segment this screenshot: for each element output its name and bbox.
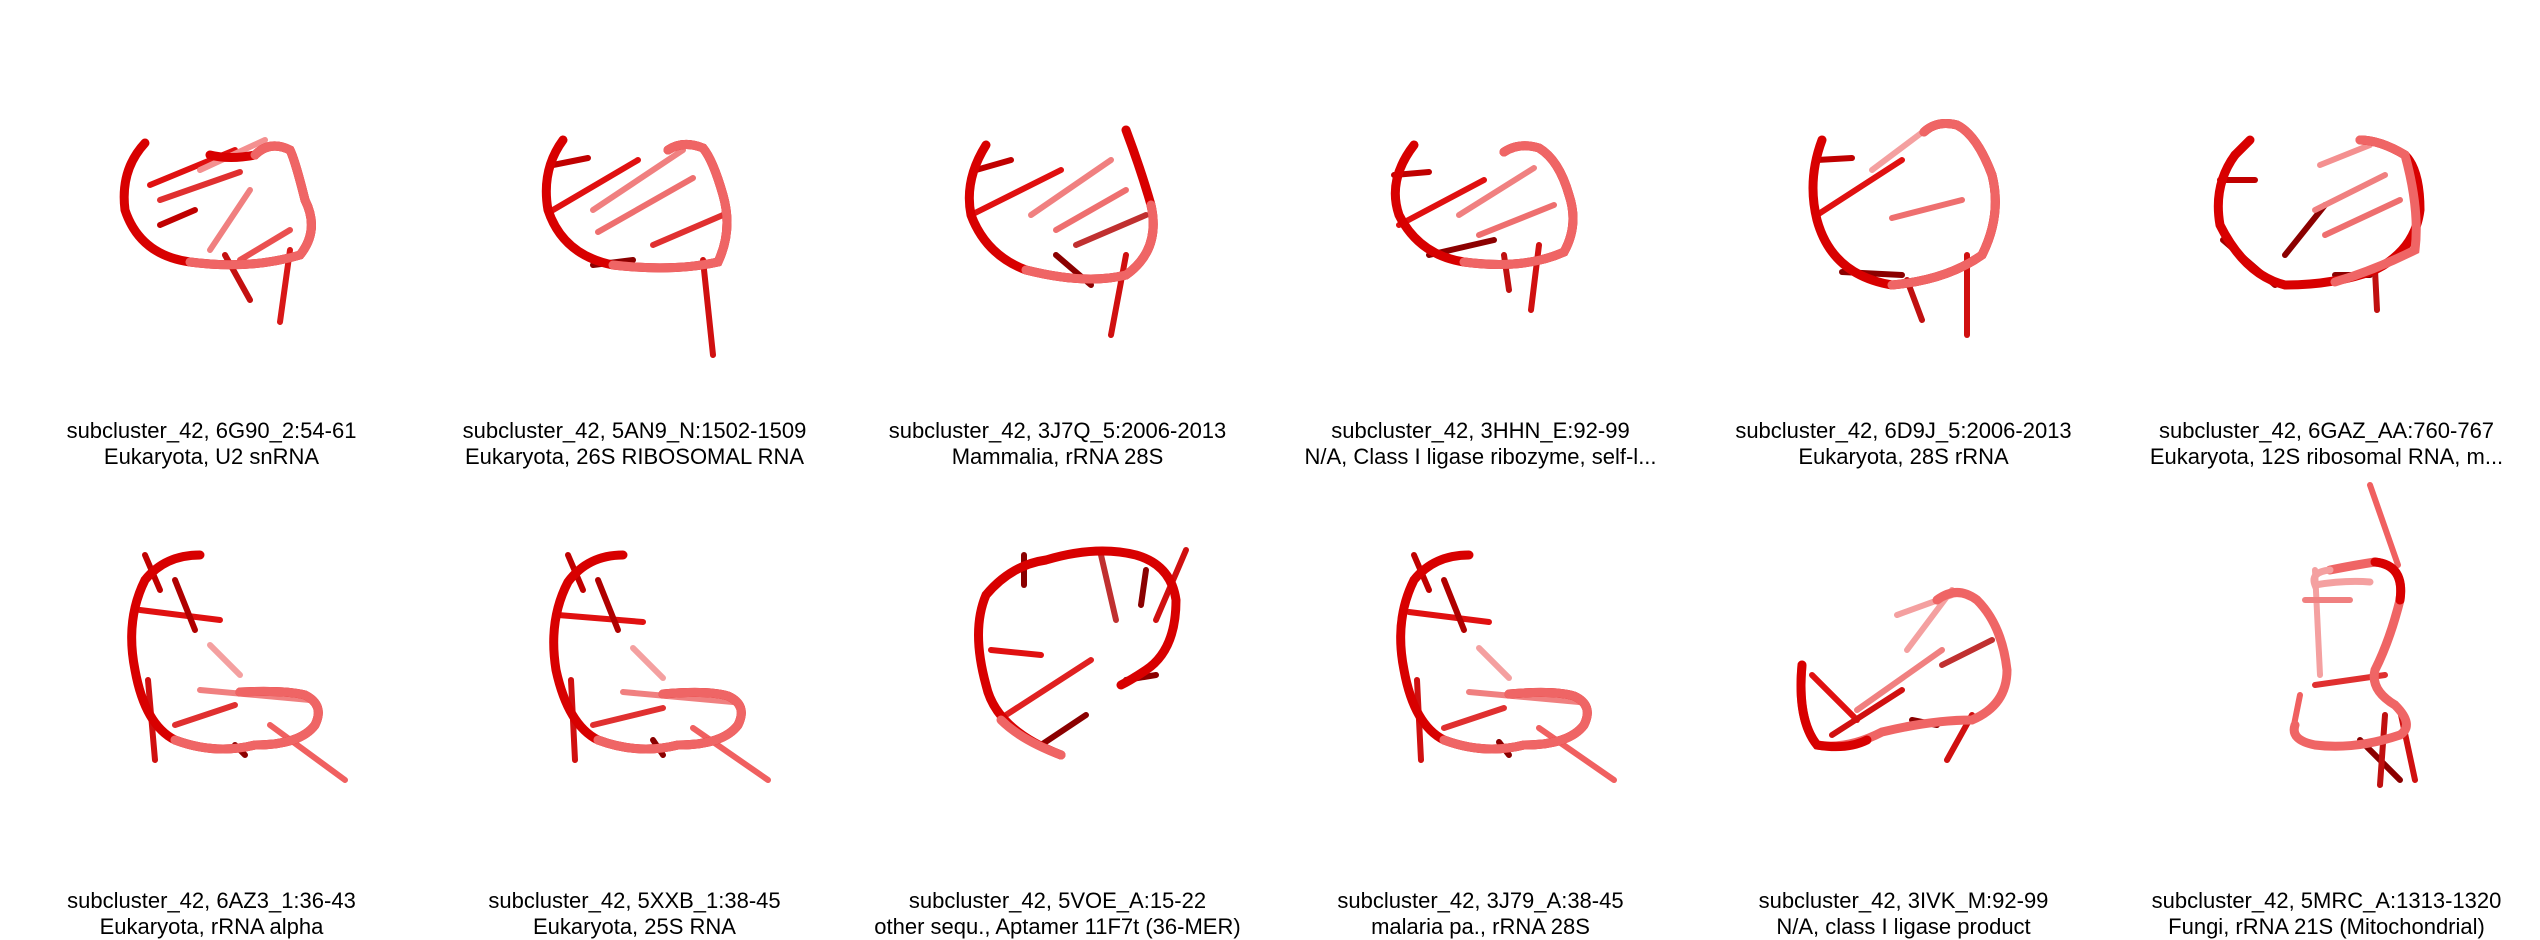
panel-subtitle: Eukaryota, rRNA alpha bbox=[99, 914, 324, 939]
panel-subtitle: Eukaryota, 28S rRNA bbox=[1798, 444, 2009, 469]
panel: subcluster_42, 3HHN_E:92-99 N/A, Class I… bbox=[1269, 0, 1692, 470]
panel: subcluster_42, 3IVK_M:92-99 N/A, class I… bbox=[1692, 470, 2115, 940]
panel-caption: subcluster_42, 5MRC_A:1313-1320 Fungi, r… bbox=[2115, 888, 2538, 940]
panel-caption: subcluster_42, 6G90_2:54-61 Eukaryota, U… bbox=[0, 418, 423, 470]
rna-structure-render bbox=[2213, 135, 2425, 313]
panel-caption: subcluster_42, 5AN9_N:1502-1509 Eukaryot… bbox=[423, 418, 846, 470]
rna-structure-render bbox=[974, 546, 1189, 760]
rna-structure-render bbox=[964, 125, 1158, 338]
panel-subtitle: Eukaryota, 12S ribosomal RNA, m... bbox=[2149, 444, 2504, 469]
rna-structure-render bbox=[1396, 550, 1617, 783]
panel-title: subcluster_42, 5XXB_1:38-45 bbox=[488, 888, 781, 913]
panel-title: subcluster_42, 5VOE_A:15-22 bbox=[908, 888, 1207, 913]
panel-title: subcluster_42, 3IVK_M:92-99 bbox=[1758, 888, 2049, 913]
panel-title: subcluster_42, 6G90_2:54-61 bbox=[66, 418, 357, 443]
panel: subcluster_42, 6GAZ_AA:760-767 Eukaryota… bbox=[2115, 0, 2538, 470]
panel-caption: subcluster_42, 6D9J_5:2006-2013 Eukaryot… bbox=[1692, 418, 2115, 470]
rna-structure-render bbox=[541, 135, 732, 358]
panel-title: subcluster_42, 3J7Q_5:2006-2013 bbox=[888, 418, 1227, 443]
panel-title: subcluster_42, 6AZ3_1:36-43 bbox=[67, 888, 356, 913]
panel-subtitle: Eukaryota, 26S RIBOSOMAL RNA bbox=[464, 444, 805, 469]
panel-title: subcluster_42, 5MRC_A:1313-1320 bbox=[2151, 888, 2502, 913]
rna-structure-render bbox=[119, 137, 316, 325]
panel-caption: subcluster_42, 5XXB_1:38-45 Eukaryota, 2… bbox=[423, 888, 846, 940]
panel-caption: subcluster_42, 5VOE_A:15-22 other sequ.,… bbox=[846, 888, 1269, 940]
panel-subtitle: malaria pa., rRNA 28S bbox=[1371, 914, 1590, 939]
rna-structure-render bbox=[1808, 119, 2000, 338]
panel-subtitle: Mammalia, rRNA 28S bbox=[951, 444, 1164, 469]
panel: subcluster_42, 6G90_2:54-61 Eukaryota, U… bbox=[0, 0, 423, 470]
panel-subtitle: Eukaryota, U2 snRNA bbox=[103, 444, 320, 469]
panel-caption: subcluster_42, 6GAZ_AA:760-767 Eukaryota… bbox=[2115, 418, 2538, 470]
panel-subtitle: N/A, class I ligase product bbox=[1776, 914, 2031, 939]
panel-caption: subcluster_42, 3HHN_E:92-99 N/A, Class I… bbox=[1269, 418, 1692, 470]
panel: subcluster_42, 5MRC_A:1313-1320 Fungi, r… bbox=[2115, 470, 2538, 940]
panel-caption: subcluster_42, 3J7Q_5:2006-2013 Mammalia… bbox=[846, 418, 1269, 470]
rna-structure-render bbox=[549, 550, 771, 783]
panel: subcluster_42, 6D9J_5:2006-2013 Eukaryot… bbox=[1692, 0, 2115, 470]
panel-caption: subcluster_42, 3IVK_M:92-99 N/A, class I… bbox=[1692, 888, 2115, 940]
panel: subcluster_42, 3J79_A:38-45 malaria pa.,… bbox=[1269, 470, 1692, 940]
panel: subcluster_42, 5XXB_1:38-45 Eukaryota, 2… bbox=[423, 470, 846, 940]
rna-structure-render bbox=[1796, 587, 2012, 763]
rna-structure-render bbox=[127, 550, 348, 783]
rna-structure-render bbox=[1390, 140, 1578, 313]
panel: subcluster_42, 6AZ3_1:36-43 Eukaryota, r… bbox=[0, 470, 423, 940]
panel: subcluster_42, 3J7Q_5:2006-2013 Mammalia… bbox=[846, 0, 1269, 470]
rna-structure-render bbox=[2289, 482, 2418, 788]
panel-caption: subcluster_42, 3J79_A:38-45 malaria pa.,… bbox=[1269, 888, 1692, 940]
panel-title: subcluster_42, 6D9J_5:2006-2013 bbox=[1735, 418, 2072, 443]
panel: subcluster_42, 5VOE_A:15-22 other sequ.,… bbox=[846, 470, 1269, 940]
panel-caption: subcluster_42, 6AZ3_1:36-43 Eukaryota, r… bbox=[0, 888, 423, 940]
panel-subtitle: other sequ., Aptamer 11F7t (36-MER) bbox=[874, 914, 1241, 939]
panel-subtitle: Fungi, rRNA 21S (Mitochondrial) bbox=[2168, 914, 2485, 939]
panel-title: subcluster_42, 3J79_A:38-45 bbox=[1337, 888, 1624, 913]
panel-title: subcluster_42, 3HHN_E:92-99 bbox=[1331, 418, 1630, 443]
panel-subtitle: Eukaryota, 25S RNA bbox=[533, 914, 736, 939]
panel: subcluster_42, 5AN9_N:1502-1509 Eukaryot… bbox=[423, 0, 846, 470]
panel-title: subcluster_42, 5AN9_N:1502-1509 bbox=[462, 418, 807, 443]
panel-title: subcluster_42, 6GAZ_AA:760-767 bbox=[2158, 418, 2495, 443]
panel-subtitle: N/A, Class I ligase ribozyme, self-l... bbox=[1304, 444, 1657, 469]
